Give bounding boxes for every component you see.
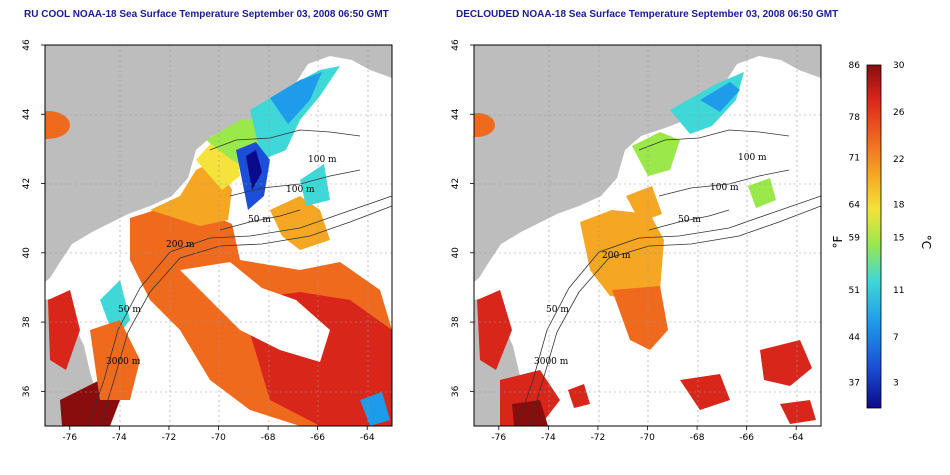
sst-field: [45, 66, 392, 426]
lon-tick-label: -66: [310, 433, 325, 443]
map-title-raw: RU COOL NOAA-18 Sea Surface Temperature …: [24, 9, 389, 20]
fahrenheit-label: 64: [849, 201, 861, 211]
isobath-label: 100 m: [286, 185, 315, 195]
fahrenheit-unit: °F: [831, 235, 845, 248]
map-panel-raw: [45, 45, 392, 426]
lat-tick-label: 42: [451, 178, 461, 189]
lon-tick-label: -70: [640, 433, 655, 443]
isobath-line: [638, 129, 790, 151]
isobath-line: [648, 209, 730, 231]
celsius-label: 11: [893, 286, 904, 296]
fahrenheit-label: 51: [849, 286, 860, 296]
isobath-line: [99, 205, 392, 426]
lat-tick-label: 38: [451, 316, 461, 328]
lon-tick-label: -76: [491, 433, 506, 443]
celsius-label: 3: [893, 378, 899, 388]
isobath-line: [528, 205, 821, 426]
lon-tick-label: -72: [591, 433, 606, 443]
fahrenheit-label: 37: [849, 378, 860, 388]
lat-tick-label: 36: [22, 385, 32, 397]
celsius-label: 7: [893, 333, 899, 343]
graticule: [474, 45, 821, 426]
lon-tick-label: -66: [739, 433, 754, 443]
celsius-unit: °C: [919, 235, 933, 249]
isobath-label: 100 m: [738, 153, 767, 163]
graticule: [45, 45, 392, 426]
fahrenheit-label: 86: [849, 61, 861, 71]
lon-tick-label: -76: [62, 433, 77, 443]
land-mass: [45, 45, 392, 282]
isobath-label: 200 m: [166, 240, 195, 250]
lat-tick-label: 38: [22, 316, 32, 328]
isobath-label: 3000 m: [106, 357, 141, 367]
isobath-label: 50 m: [248, 215, 271, 225]
lon-tick-label: -70: [211, 433, 226, 443]
lat-tick-label: 42: [22, 178, 32, 189]
fahrenheit-label: 78: [849, 113, 861, 123]
map-panel-declouded: [474, 45, 821, 426]
lon-tick-label: -74: [541, 433, 556, 443]
colorbar: 86 78 71 64 59 51 44 37 30 26 22 18 15 11 7 3 °F °C: [831, 61, 933, 409]
fahrenheit-label: 71: [849, 154, 860, 164]
celsius-label: 26: [893, 108, 905, 118]
isobath-line: [219, 209, 301, 231]
isobath-label: 3000 m: [534, 357, 569, 367]
lat-tick-label: 36: [451, 385, 461, 397]
lon-tick-label: -64: [789, 433, 804, 443]
sst-field: [474, 72, 816, 426]
lat-tick-label: 40: [451, 247, 461, 259]
celsius-label: 30: [893, 61, 905, 71]
lat-tick-label: 44: [451, 108, 461, 120]
lon-tick-label: -68: [690, 433, 705, 443]
lon-tick-label: -64: [360, 433, 375, 443]
celsius-label: 18: [893, 201, 905, 211]
map-axes: -76 -74 -72 -70 -68 -66 -64 36 38 40 42 44 46 -76 -74 -…: [22, 39, 804, 443]
celsius-label: 22: [893, 155, 904, 165]
celsius-label: 15: [893, 234, 904, 244]
isobath-label: 50 m: [678, 215, 701, 225]
lon-tick-label: -72: [162, 433, 177, 443]
isobath-label: 50 m: [118, 305, 141, 315]
lat-tick-label: 40: [22, 247, 32, 259]
colorbar-gradient: [866, 64, 882, 409]
lat-tick-label: 46: [22, 39, 32, 51]
lon-tick-label: -74: [112, 433, 127, 443]
fahrenheit-label: 59: [849, 234, 861, 244]
lat-tick-label: 46: [451, 39, 461, 51]
isobath-label: 100 m: [308, 155, 337, 165]
land-mass: [474, 45, 821, 282]
isobath-line: [209, 129, 361, 151]
isobath-label: 100 m: [710, 183, 739, 193]
isobath-line: [516, 195, 821, 426]
fahrenheit-label: 44: [849, 333, 861, 343]
lon-tick-label: -68: [261, 433, 276, 443]
isobath-labels: 100 m 100 m 50 m 200 m 50 m 3000 m: [106, 155, 337, 367]
map-title-declouded: DECLOUDED NOAA-18 Sea Surface Temperatur…: [456, 9, 839, 20]
lat-tick-label: 44: [22, 108, 32, 120]
isobath-line: [87, 195, 392, 426]
isobath-labels: 100 m 100 m 50 m 200 m 50 m 3000 m: [534, 153, 767, 367]
isobath-label: 50 m: [546, 305, 569, 315]
colorbar-labels: 86 78 71 64 59 51 44 37 30 26 22 18 15 11 7 3: [849, 61, 905, 388]
isobath-label: 200 m: [602, 251, 631, 261]
